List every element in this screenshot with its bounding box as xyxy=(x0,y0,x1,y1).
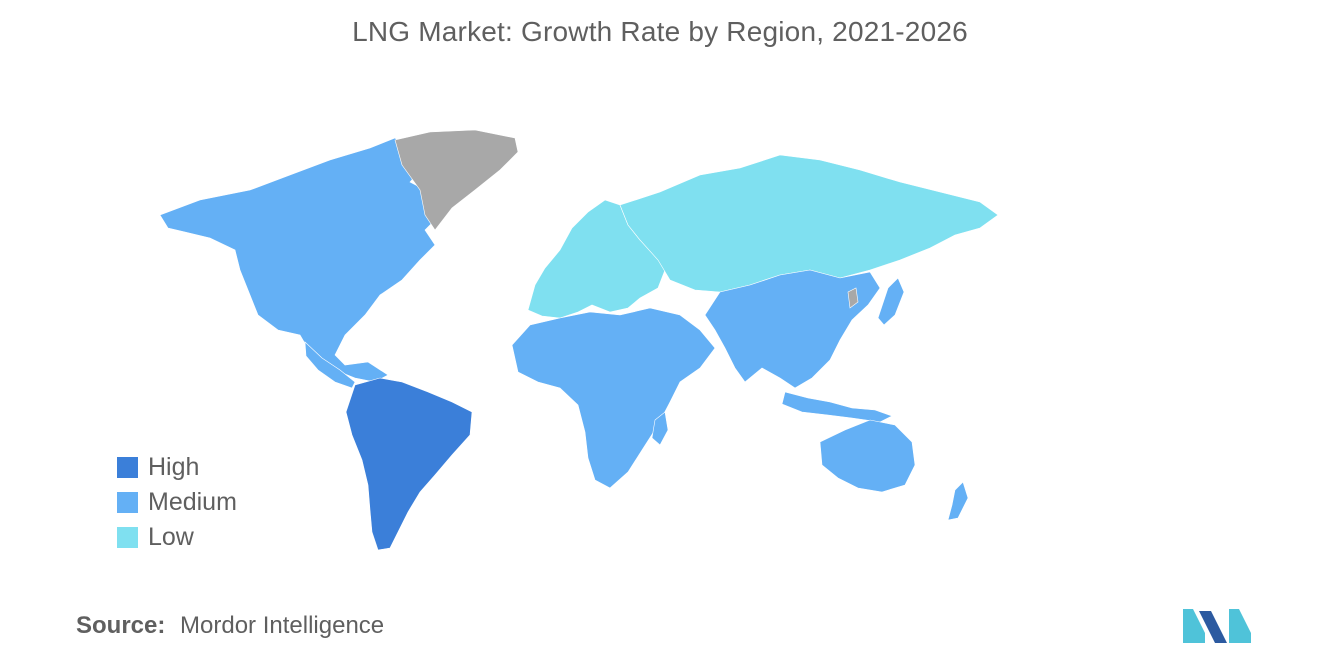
region-north-america xyxy=(159,137,441,383)
logo-mid-bar xyxy=(1199,611,1227,643)
source-label: Source: xyxy=(76,612,166,639)
legend-swatch-low xyxy=(117,527,138,548)
legend-swatch-high xyxy=(117,457,138,478)
legend-label-low: Low xyxy=(148,523,194,551)
legend: High Medium Low xyxy=(117,450,237,555)
region-central-america xyxy=(304,341,356,389)
region-australia xyxy=(819,419,916,493)
region-korea xyxy=(847,287,859,309)
mordor-intelligence-logo-icon xyxy=(1183,603,1251,643)
region-asia-pacific xyxy=(704,269,881,389)
legend-item-medium: Medium xyxy=(117,485,237,520)
region-southeast-asia xyxy=(781,391,893,423)
logo-left-bar xyxy=(1183,609,1205,643)
world-map xyxy=(140,120,1180,560)
legend-label-medium: Medium xyxy=(148,488,237,516)
legend-label-high: High xyxy=(148,453,200,481)
region-new-zealand xyxy=(947,481,969,521)
region-middle-east-africa xyxy=(511,307,716,489)
chart-title: LNG Market: Growth Rate by Region, 2021-… xyxy=(352,16,968,47)
region-south-america xyxy=(345,377,473,551)
region-russia xyxy=(619,154,999,293)
legend-item-high: High xyxy=(117,450,237,485)
legend-swatch-medium xyxy=(117,492,138,513)
source-note: Source: Mordor Intelligence xyxy=(76,612,384,640)
legend-item-low: Low xyxy=(117,520,237,555)
region-japan xyxy=(877,277,905,326)
source-text: Mordor Intelligence xyxy=(180,612,385,639)
region-greenland xyxy=(394,129,519,231)
logo-right-bar xyxy=(1229,609,1251,643)
region-madagascar xyxy=(651,411,669,446)
